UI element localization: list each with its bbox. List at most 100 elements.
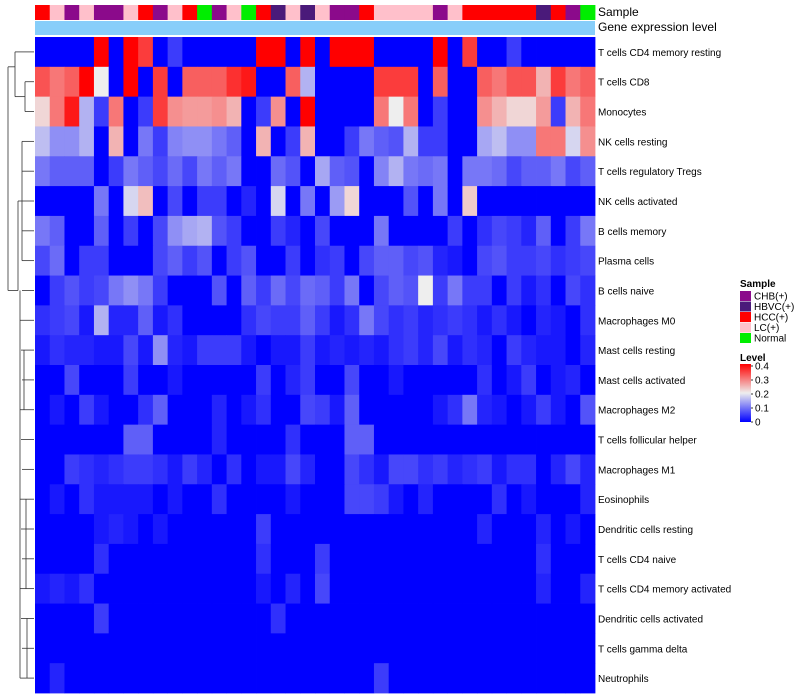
heatmap-cell-r19-c18 (300, 603, 316, 634)
heatmap-cell-r2-c4 (93, 96, 110, 127)
heatmap-cell-r14-c36 (565, 454, 581, 485)
heatmap-cell-r20-c17 (285, 633, 301, 664)
heatmap-cell-r16-c8 (152, 514, 169, 545)
heatmap-cell-r2-c24 (388, 96, 404, 127)
heatmap-cell-r11-c19 (315, 365, 331, 396)
heatmap-cell-r15-c26 (418, 484, 434, 515)
heatmap-cell-r7-c18 (300, 245, 316, 276)
sample-cell-35 (550, 5, 566, 20)
heatmap-cell-r0-c9 (167, 37, 183, 68)
heatmap-cell-r6-c7 (138, 215, 154, 247)
heatmap-cell-r7-c29 (462, 245, 478, 276)
heatmap-cell-r16-c20 (329, 514, 345, 545)
heatmap-cell-r10-c31 (491, 335, 507, 366)
heatmap-cell-r16-c4 (93, 514, 110, 545)
heatmap-cell-r10-c5 (108, 335, 124, 366)
row-label-7: Plasma cells (598, 257, 654, 268)
heatmap-cell-r1-c14 (241, 66, 257, 98)
heatmap-cell-r7-c0 (35, 245, 51, 276)
heatmap-cell-r4-c37 (580, 156, 596, 187)
heatmap-cell-r20-c34 (536, 633, 552, 664)
heatmap-cell-r16-c25 (403, 514, 419, 545)
heatmap-cell-r12-c36 (565, 394, 581, 426)
heatmap-cell-r12-c35 (550, 394, 566, 426)
heatmap-cell-r0-c30 (477, 37, 493, 68)
heatmap-cell-r13-c23 (373, 424, 390, 455)
heatmap-cell-r4-c30 (477, 156, 493, 187)
sample-cell-2 (64, 5, 80, 20)
sample-cell-36 (565, 5, 581, 20)
heatmap-cell-r12-c29 (462, 394, 478, 426)
heatmap-cell-r13-c33 (521, 424, 537, 455)
heatmap-cell-r8-c1 (49, 275, 65, 306)
heatmap-cell-r8-c6 (123, 275, 139, 306)
sample-cell-18 (300, 5, 316, 20)
heatmap-cell-r0-c37 (580, 37, 596, 68)
heatmap-cell-r12-c1 (49, 394, 65, 426)
row-label-6: B cells memory (598, 227, 666, 238)
heatmap-cell-r8-c29 (462, 275, 478, 306)
heatmap-cell-r7-c13 (226, 245, 242, 276)
heatmap-cell-r3-c34 (536, 126, 552, 157)
heatmap-cell-r5-c12 (211, 186, 227, 217)
heatmap-cell-r1-c19 (315, 66, 331, 98)
heatmap-cell-r15-c36 (565, 484, 581, 515)
heatmap-cell-r14-c14 (241, 454, 257, 485)
heatmap-cell-r12-c17 (285, 394, 301, 426)
heatmap-cell-r16-c5 (108, 514, 124, 545)
heatmap-cell-r8-c18 (300, 275, 316, 306)
heatmap-cell-r5-c35 (550, 186, 566, 217)
heatmap-cell-r18-c12 (211, 573, 227, 604)
heatmap-cell-r0-c28 (447, 37, 463, 68)
heatmap-cell-r14-c19 (315, 454, 331, 485)
heatmap-cell-r16-c33 (521, 514, 537, 545)
heatmap-cell-r5-c22 (359, 186, 375, 217)
heatmap-cell-r19-c31 (491, 603, 507, 634)
heatmap-cell-r11-c12 (211, 365, 227, 396)
heatmap-cell-r5-c20 (329, 186, 345, 217)
heatmap-cell-r19-c7 (138, 603, 154, 634)
heatmap-cell-r21-c17 (285, 663, 301, 694)
sample-cell-23 (373, 5, 390, 20)
heatmap-cell-r21-c34 (536, 663, 552, 694)
heatmap-cell-r1-c28 (447, 66, 463, 98)
heatmap-cell-r4-c35 (550, 156, 566, 187)
heatmap-cell-r18-c6 (123, 573, 139, 604)
heatmap-cell-r0-c19 (315, 37, 331, 68)
heatmap-cell-r6-c25 (403, 215, 419, 247)
heatmap-cell-r11-c29 (462, 365, 478, 396)
heatmap-cell-r2-c34 (536, 96, 552, 127)
heatmap-cell-r15-c23 (373, 484, 390, 515)
heatmap-cell-r14-c26 (418, 454, 434, 485)
heatmap-cell-r4-c8 (152, 156, 169, 187)
heatmap-cell-r3-c36 (565, 126, 581, 157)
heatmap-cell-r17-c15 (256, 543, 272, 575)
legend-label-2: HCC(+) (754, 313, 788, 324)
heatmap-cell-r6-c26 (418, 215, 434, 247)
heatmap-cell-r20-c7 (138, 633, 154, 664)
heatmap-cell-r0-c7 (138, 37, 154, 68)
heatmap-cell-r13-c14 (241, 424, 257, 455)
heatmap-cell-r10-c25 (403, 335, 419, 366)
heatmap-cell-r19-c13 (226, 603, 242, 634)
row-label-5: NK cells activated (598, 197, 677, 208)
heatmap-cell-r20-c9 (167, 633, 183, 664)
heatmap-cell-r19-c14 (241, 603, 257, 634)
heatmap-cell-r12-c6 (123, 394, 139, 426)
legend-tick-label-3: 0.3 (755, 376, 769, 387)
heatmap-cell-r20-c32 (506, 633, 522, 664)
sample-cell-33 (521, 5, 537, 20)
row-label-16: Dendritic cells resting (598, 525, 693, 536)
heatmap-cell-r11-c26 (418, 365, 434, 396)
heatmap-cell-r8-c15 (256, 275, 272, 306)
heatmap-cell-r17-c0 (35, 543, 51, 575)
heatmap-cell-r4-c23 (373, 156, 390, 187)
heatmap-cell-r15-c3 (79, 484, 95, 515)
heatmap-cell-r14-c37 (580, 454, 596, 485)
heatmap-cell-r4-c19 (315, 156, 331, 187)
heatmap-cell-r10-c32 (506, 335, 522, 366)
heatmap-cell-r21-c22 (359, 663, 375, 694)
heatmap-cell-r21-c25 (403, 663, 419, 694)
heatmap-cell-r13-c13 (226, 424, 242, 455)
heatmap-cell-r17-c8 (152, 543, 169, 575)
